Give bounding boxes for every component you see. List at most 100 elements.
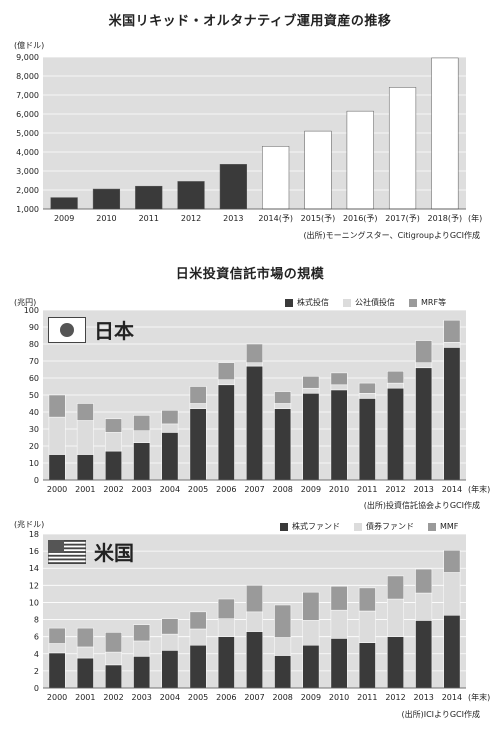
x-tick-label: 2003	[132, 485, 152, 494]
y-tick-label: 10	[29, 459, 39, 468]
bar-segment	[274, 408, 292, 481]
us-ylabel: (兆ドル)	[14, 520, 45, 529]
chart1-source: (出所)モーニングスター、CitigroupよりGCI作成	[303, 231, 480, 240]
x-tick-label: 2007	[244, 693, 264, 702]
bar-segment	[161, 410, 179, 425]
x-tick-label: 2002	[103, 693, 123, 702]
us-chart-svg: 0 2 4 6 8 10 12 14 16 18 2000 2001 2002 2003 2004 2005 2…	[29, 530, 490, 702]
bar-segment	[217, 636, 235, 689]
y-tick-label: 5,000	[16, 129, 39, 138]
legend-swatch	[428, 522, 436, 531]
y-tick-label: 14	[29, 564, 39, 573]
bar-segment	[443, 319, 461, 343]
bar-segment	[246, 365, 263, 481]
bar	[177, 181, 205, 210]
bar-segment	[330, 372, 348, 386]
x-tick-label: 2000	[47, 693, 67, 702]
x-axis-unit: (年末)	[468, 692, 490, 702]
chart2-title: 日米投資信託市場の規模	[175, 267, 325, 282]
japan-legend: 株式投信 公社債投信 MRF等	[285, 297, 446, 308]
bar-segment	[217, 618, 235, 637]
x-tick-label: 2012	[385, 693, 405, 702]
y-tick-label: 7,000	[16, 91, 39, 100]
legend-label: 公社債投信	[355, 298, 395, 307]
japan-flag-icon	[48, 316, 86, 343]
bar-segment	[387, 598, 404, 637]
us-flag-box: 米国	[48, 537, 134, 566]
x-tick-label: 2012	[385, 485, 405, 494]
x-tick-label: 2010	[96, 214, 116, 223]
bar-segment	[274, 637, 292, 656]
bar-segment	[105, 450, 122, 481]
y-tick-label: 90	[29, 323, 39, 332]
x-axis-unit: (年末)	[468, 484, 490, 494]
bar-segment	[161, 432, 179, 481]
x-tick-label: 2001	[75, 485, 95, 494]
bar	[346, 110, 374, 210]
bar-segment	[246, 611, 263, 632]
bar-segment	[330, 389, 348, 481]
bar-segment	[217, 598, 235, 619]
bar-segment	[330, 638, 348, 689]
bar-segment	[274, 655, 292, 689]
bar-segment	[415, 367, 433, 481]
bar-segment	[387, 575, 404, 600]
bar-segment	[217, 362, 235, 380]
x-tick-label: 2005	[188, 693, 208, 702]
x-tick-label: 2010	[329, 485, 349, 494]
bar-segment	[133, 640, 151, 657]
bar-segment	[105, 432, 122, 452]
x-tick-label: 2005	[188, 485, 208, 494]
legend-item: 公社債投信	[343, 297, 395, 308]
x-tick-label: 2003	[132, 693, 152, 702]
y-tick-label: 60	[29, 374, 39, 383]
x-axis-unit: (年)	[468, 213, 482, 223]
bar-segment	[387, 636, 404, 689]
x-tick-label: 2000	[47, 485, 67, 494]
x-tick-label: 2013	[414, 693, 434, 702]
bar-segment	[274, 403, 292, 409]
bar-segment	[246, 585, 263, 613]
bar-segment	[189, 408, 207, 481]
bar-segment	[443, 615, 461, 689]
x-tick-label: 2018(予)	[428, 214, 463, 223]
bar-segment	[302, 376, 320, 389]
bar	[431, 57, 459, 210]
us-legend: 株式ファンド 債券ファンド MMF	[280, 521, 458, 532]
y-tick-label: 4	[34, 650, 39, 659]
bar-segment	[246, 631, 263, 689]
bar-segment	[105, 632, 122, 653]
y-tick-label: 8	[34, 616, 39, 625]
bar-segment	[105, 664, 122, 689]
y-tick-label: 1,000	[16, 205, 39, 214]
bar-segment	[302, 644, 320, 689]
y-tick-label: 50	[29, 391, 39, 400]
chart1-title: 米国リキッド・オルタナティブ運用資産の推移	[108, 14, 392, 29]
y-tick-label: 10	[29, 598, 39, 607]
bar-segment	[302, 591, 320, 621]
us-flag-icon	[48, 539, 86, 564]
bar-segment	[246, 343, 263, 363]
y-tick-label: 20	[29, 442, 39, 451]
japan-ylabel: (兆円)	[14, 298, 37, 307]
x-tick-label: 2014	[442, 693, 462, 702]
bar-segment	[105, 418, 122, 433]
legend-item: MRF等	[409, 297, 446, 308]
bar	[92, 188, 121, 210]
y-tick-label: 16	[29, 547, 39, 556]
legend-item: 株式ファンド	[280, 521, 340, 532]
y-tick-label: 8,000	[16, 72, 39, 81]
bar-segment	[48, 643, 66, 654]
bar-segment	[387, 370, 404, 384]
legend-label: 債券ファンド	[366, 522, 414, 531]
x-tick-label: 2010	[329, 693, 349, 702]
legend-swatch	[285, 298, 293, 307]
bar-segment	[76, 454, 94, 481]
bar-segment	[246, 362, 263, 367]
bar-segment	[189, 386, 207, 404]
y-tick-label: 6,000	[16, 110, 39, 119]
bar-segment	[302, 393, 320, 481]
y-tick-label: 2,000	[16, 186, 39, 195]
bar-segment	[302, 620, 320, 646]
bar-segment	[358, 398, 376, 481]
